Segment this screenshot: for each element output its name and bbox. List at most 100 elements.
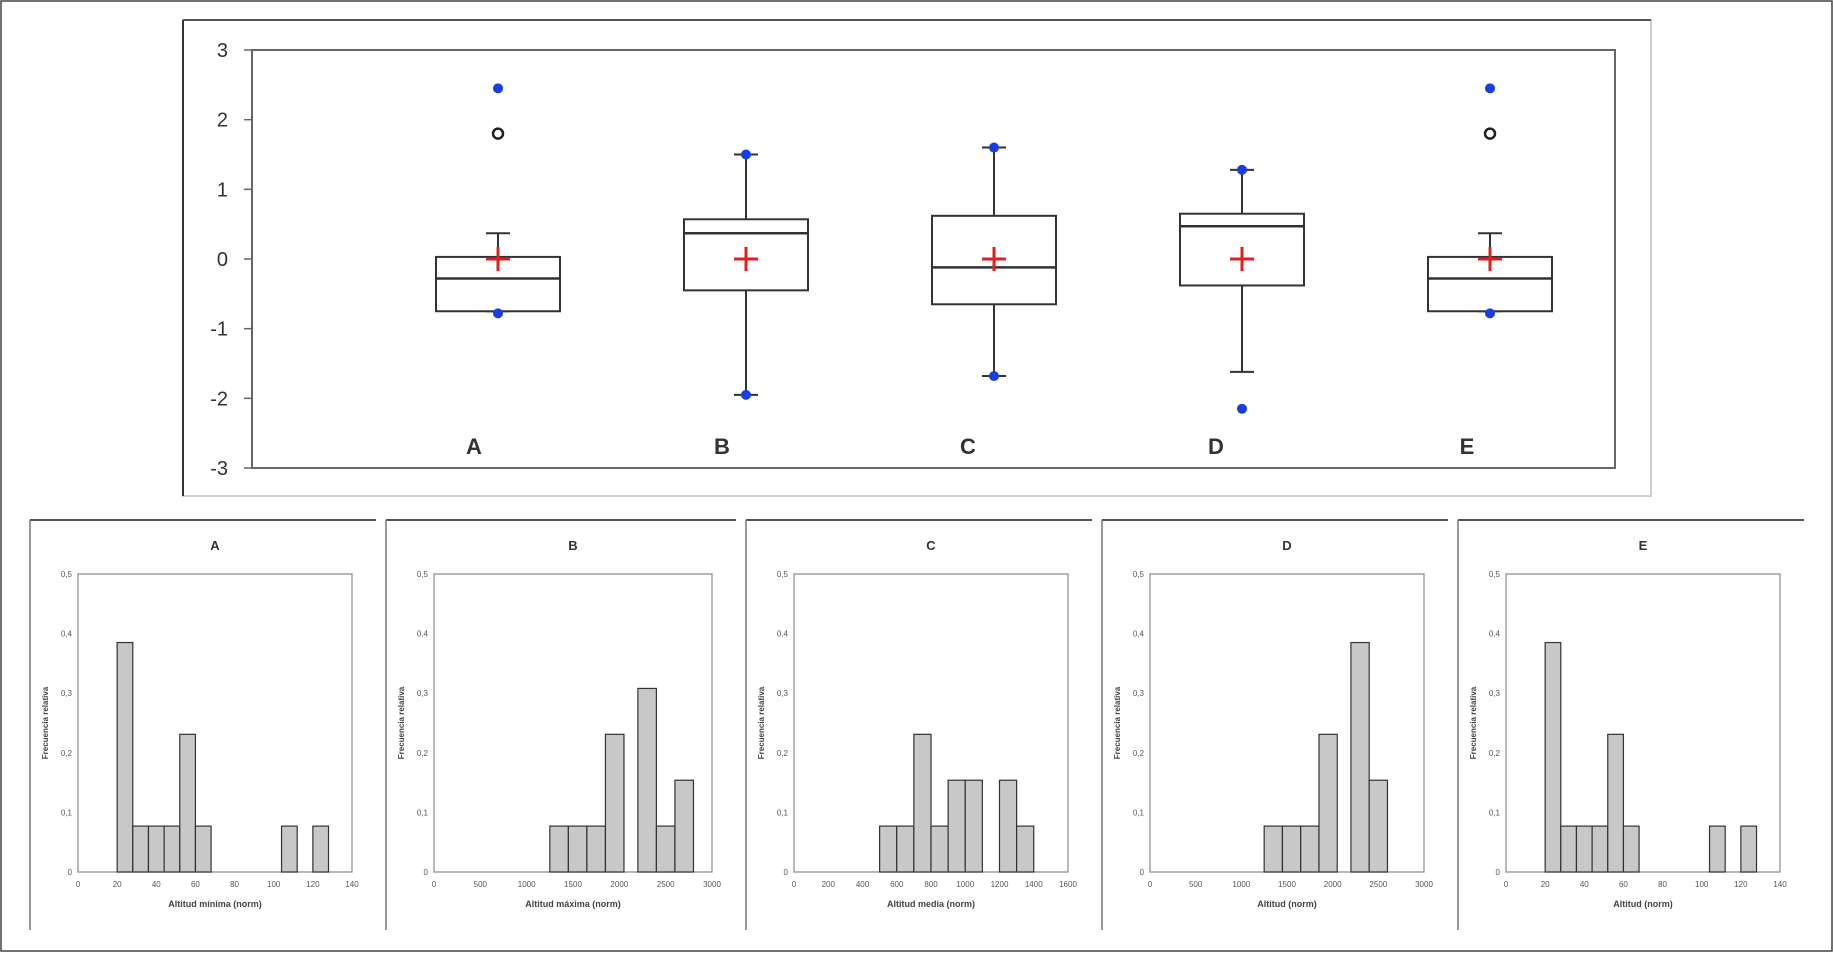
- histogram-y-tick-label: 0,3: [1133, 689, 1145, 698]
- histogram-bar: [1560, 825, 1578, 873]
- histogram-y-tick-label: 0,4: [777, 630, 789, 639]
- boxplot-y-tick-label: 1: [217, 179, 228, 201]
- histogram-title: D: [1282, 538, 1291, 553]
- histogram-x-tick-label: 140: [1773, 880, 1787, 889]
- histogram-x-tick-label: 3000: [1415, 880, 1433, 889]
- boxplot-y-axis: 3 2 1 0 -1 -2 -3: [210, 40, 252, 480]
- histogram-x-tick-label: 0: [1504, 880, 1509, 889]
- histogram-bar: [1016, 825, 1035, 873]
- histogram-y-axis-label: Frecuencia relativa: [1469, 686, 1478, 759]
- histogram-x-axis-label: Altitud media (norm): [887, 899, 975, 909]
- box-min-point: [493, 308, 503, 319]
- histogram-x-tick-label: 2500: [657, 880, 675, 889]
- histogram-y-tick-label: 0,5: [777, 570, 789, 579]
- histogram-y-tick-label: 0,5: [1133, 570, 1145, 579]
- histogram-bar: [1350, 641, 1370, 873]
- histogram-bar: [674, 779, 695, 873]
- box-max-point: [741, 149, 751, 160]
- histogram-bar: [1591, 825, 1609, 873]
- histogram-x-tick-label: 800: [924, 880, 938, 889]
- histogram-y-tick-label: 0,5: [1489, 570, 1501, 579]
- histogram-x-tick-label: 1200: [991, 880, 1009, 889]
- histogram-y-tick-label: 0,2: [1133, 749, 1145, 758]
- boxplot-y-tick-label: -3: [210, 458, 228, 480]
- histogram-B: B 0 0,1 0,2 0,3 0,4 0,5 0 500 1000 1500 2000 2500 300…: [385, 519, 736, 930]
- boxplot-y-tick-label: 0: [217, 249, 228, 271]
- histogram-x-tick-label: 120: [306, 880, 320, 889]
- histogram-bar: [147, 825, 165, 873]
- histogram-y-tick-label: 0,1: [417, 808, 429, 817]
- histogram-D: D 0 0,1 0,2 0,3 0,4 0,5 0 500 1000 1500 2000 2500 300…: [1101, 519, 1448, 930]
- histogram-y-axis-label: Frecuencia relativa: [41, 686, 50, 759]
- histogram-x-tick-label: 1500: [1278, 880, 1296, 889]
- histogram-x-tick-label: 1500: [564, 880, 582, 889]
- histogram-x-tick-label: 0: [432, 880, 437, 889]
- histogram-bar: [913, 733, 932, 873]
- histogram-panels: A 0 0,1 0,2 0,3 0,4 0,5 0 20 40 60 80 100 120 140 Altit…: [29, 519, 1804, 930]
- histogram-x-tick-label: 1000: [1232, 880, 1250, 889]
- histogram-bar: [549, 825, 569, 873]
- histogram-x-tick-label: 120: [1734, 880, 1748, 889]
- histogram-bar: [567, 825, 588, 873]
- histogram-y-tick-label: 0,4: [61, 630, 73, 639]
- histogram-y-tick-label: 0: [68, 868, 73, 877]
- histogram-y-tick-label: 0,1: [1489, 808, 1501, 817]
- boxplot-category-label: E: [1460, 434, 1475, 459]
- histogram-bar: [1708, 825, 1726, 873]
- histogram-x-tick-label: 60: [191, 880, 200, 889]
- histogram-x-tick-label: 100: [267, 880, 281, 889]
- histogram-x-tick-label: 2000: [1324, 880, 1342, 889]
- box-min-point: [1237, 403, 1247, 414]
- histogram-y-tick-label: 0,3: [417, 689, 429, 698]
- histogram-y-tick-label: 0,2: [1489, 749, 1501, 758]
- histogram-x-tick-label: 200: [822, 880, 836, 889]
- histogram-x-tick-label: 500: [474, 880, 488, 889]
- box-D: [1179, 164, 1305, 414]
- boxplot-y-tick-label: -2: [210, 388, 228, 410]
- box-outlier-point: [1483, 127, 1497, 140]
- histogram-y-axis-label: Frecuencia relativa: [1113, 686, 1122, 759]
- histogram-y-tick-label: 0,4: [1133, 630, 1145, 639]
- histogram-x-tick-label: 2500: [1369, 880, 1387, 889]
- boxplot-category-label: A: [466, 434, 482, 459]
- histogram-x-tick-label: 1000: [518, 880, 536, 889]
- histogram-x-tick-label: 400: [856, 880, 870, 889]
- histogram-bar: [930, 825, 949, 873]
- boxplot-panel: 3 2 1 0 -1 -2 -3 A B C D E: [182, 19, 1652, 497]
- histogram-y-tick-label: 0,1: [777, 808, 789, 817]
- histogram-bar: [1263, 825, 1284, 873]
- histogram-bar: [116, 641, 134, 873]
- histogram-bar: [879, 825, 898, 873]
- box-A: [435, 83, 561, 319]
- histogram-y-tick-label: 0,3: [1489, 689, 1501, 698]
- histogram-y-tick-label: 0,3: [777, 689, 789, 698]
- histogram-bar: [280, 825, 298, 873]
- histogram-y-tick-label: 0,5: [61, 570, 73, 579]
- boxplot-category-labels: A B C D E: [466, 434, 1474, 459]
- histogram-x-tick-label: 0: [792, 880, 797, 889]
- histogram-title: A: [210, 538, 220, 553]
- histogram-bar: [604, 733, 625, 873]
- histogram-bar: [312, 825, 330, 873]
- histogram-x-tick-label: 1400: [1025, 880, 1043, 889]
- histogram-x-tick-label: 80: [230, 880, 239, 889]
- histogram-x-tick-label: 40: [1580, 880, 1589, 889]
- histogram-bar: [179, 733, 197, 873]
- histogram-A: A 0 0,1 0,2 0,3 0,4 0,5 0 20 40 60 80 100 120 140 Altit…: [29, 519, 376, 930]
- histogram-x-axis-label: Altitud mínima (norm): [168, 899, 262, 909]
- histogram-x-axis-label: Altitud (norm): [1613, 899, 1672, 909]
- histogram-bar: [1544, 641, 1562, 873]
- histogram-bar: [1622, 825, 1640, 873]
- histogram-y-axis-label: Frecuencia relativa: [757, 686, 766, 759]
- histogram-y-tick-label: 0: [1496, 868, 1501, 877]
- histogram-x-tick-label: 0: [1148, 880, 1153, 889]
- boxplot-y-tick-label: -1: [210, 319, 228, 341]
- histogram-title: C: [926, 538, 936, 553]
- histogram-bar: [998, 779, 1018, 873]
- box-outlier-point: [491, 127, 505, 140]
- histogram-bar: [947, 779, 966, 873]
- histogram-bar: [637, 687, 657, 873]
- histogram-bar: [163, 825, 181, 873]
